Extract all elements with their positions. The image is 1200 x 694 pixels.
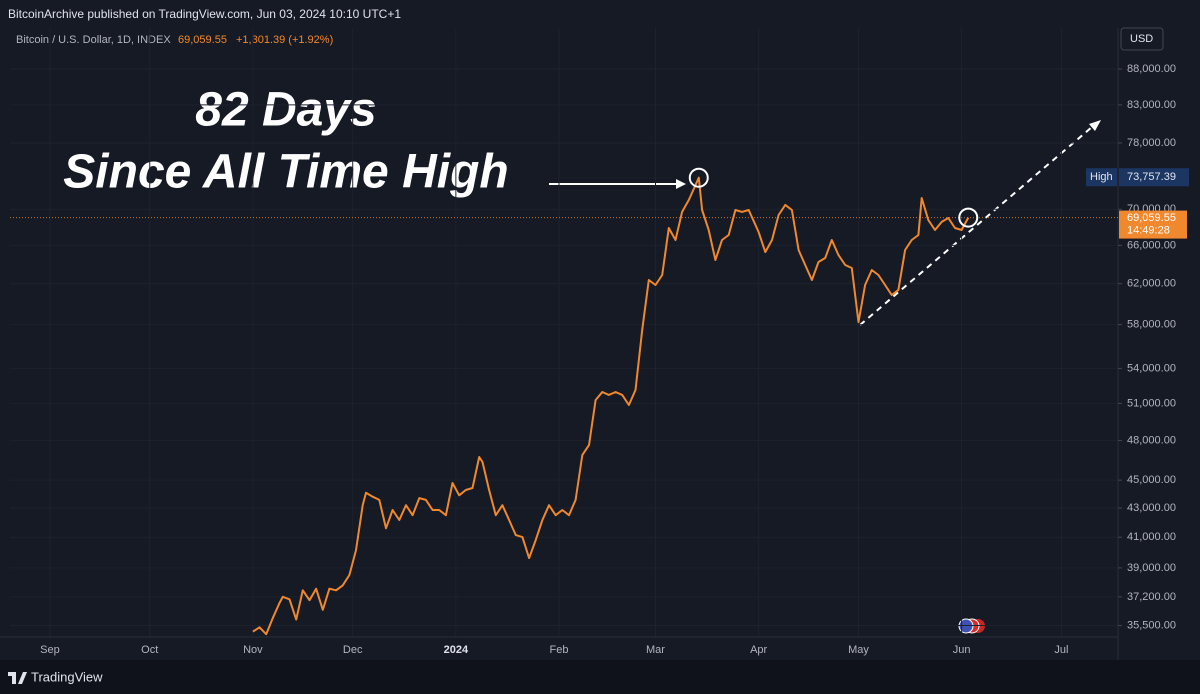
y-tick-label: 88,000.00	[1127, 63, 1176, 75]
x-tick-label: May	[848, 644, 869, 656]
x-tick-label: Dec	[343, 644, 363, 656]
price-line	[252, 176, 970, 636]
annotation: Since All Time High	[63, 146, 508, 199]
x-tick-label: 2024	[444, 644, 469, 656]
y-tick-label: 78,000.00	[1127, 137, 1176, 149]
header-change: +1,301.39 (+1.92%)	[236, 34, 333, 46]
last-price-box	[1119, 210, 1187, 239]
x-tick-label: Oct	[141, 644, 158, 656]
x-tick-label: Feb	[550, 644, 569, 656]
x-tick-label: Jul	[1054, 644, 1068, 656]
brand: TradingView	[31, 669, 103, 684]
high-tag	[1086, 168, 1117, 187]
highlight-circle	[688, 167, 709, 188]
published-note: BitcoinArchive published on TradingView.…	[8, 7, 401, 21]
high-label: 73,757.39	[1127, 171, 1176, 183]
header-price: 69,059.55	[178, 34, 227, 46]
annotation: 82 Days	[195, 84, 376, 137]
arrow-head	[1089, 120, 1101, 131]
y-tick-label: 83,000.00	[1127, 99, 1176, 111]
currency: USD	[1130, 33, 1153, 45]
y-tick-label: 45,000.00	[1127, 474, 1176, 486]
x-tick-label: Apr	[750, 644, 767, 656]
brand-logo	[8, 672, 27, 684]
last-price-label: 69,059.55	[1127, 212, 1176, 224]
y-tick-label: 62,000.00	[1127, 278, 1176, 290]
x-tick-label: Jun	[953, 644, 971, 656]
series-name: Bitcoin / U.S. Dollar, 1D, INDEX	[16, 34, 171, 46]
grid	[10, 28, 1118, 637]
high-box	[1119, 168, 1189, 187]
y-tick-label: 35,500.00	[1127, 619, 1176, 631]
arrow-head	[676, 179, 686, 189]
y-tick-label: 41,000.00	[1127, 531, 1176, 543]
currency-box[interactable]	[1120, 27, 1164, 51]
y-tick-label: 54,000.00	[1127, 362, 1176, 374]
footer	[0, 660, 1200, 694]
y-tick-label: 48,000.00	[1127, 434, 1176, 446]
trend-line	[859, 126, 1093, 326]
y-tick-label: 66,000.00	[1127, 239, 1176, 251]
y-tick-label: 43,000.00	[1127, 502, 1176, 514]
high-tag-label: High	[1090, 171, 1113, 183]
y-tick-label: 37,200.00	[1127, 591, 1176, 603]
countdown: 14:49:28	[1127, 224, 1170, 236]
x-tick-label: Sep	[40, 644, 60, 656]
y-tick-label: 58,000.00	[1127, 318, 1176, 330]
highlight-circle	[958, 207, 979, 228]
y-tick-label: 51,000.00	[1127, 397, 1176, 409]
y-tick-label: 39,000.00	[1127, 562, 1176, 574]
x-tick-label: Mar	[646, 644, 665, 656]
x-tick-label: Nov	[243, 644, 263, 656]
